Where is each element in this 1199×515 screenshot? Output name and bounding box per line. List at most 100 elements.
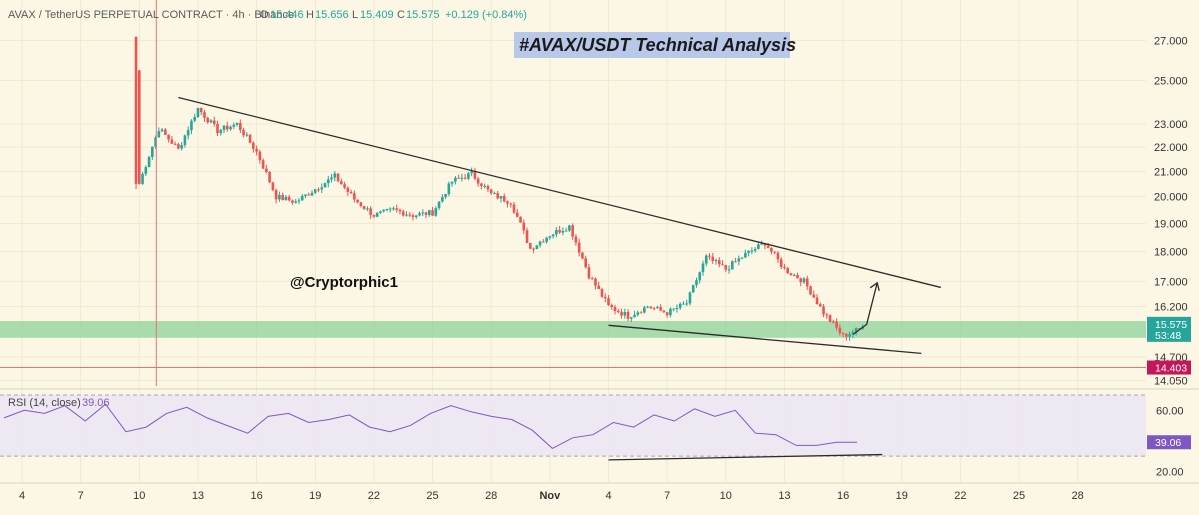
candle-body	[815, 297, 819, 305]
candle-body	[356, 199, 359, 203]
header-high-label: H	[306, 9, 314, 21]
candle-body	[476, 178, 480, 184]
candle-body	[577, 242, 581, 253]
candle-body	[441, 197, 444, 202]
candle-body	[330, 177, 333, 180]
candle-body	[457, 177, 460, 179]
candle-body	[809, 286, 812, 295]
candle-body	[473, 171, 477, 179]
candle-body	[460, 177, 464, 179]
candle-body	[147, 156, 151, 168]
header-change: +0.129 (+0.84%)	[445, 9, 527, 21]
candle-body	[291, 200, 294, 203]
candle-body	[398, 209, 402, 212]
chart-title: #AVAX/USDT Technical Analysis	[519, 35, 796, 55]
candle-body	[349, 191, 353, 194]
candle-body	[242, 129, 245, 136]
candle-body	[463, 177, 467, 179]
candle-body	[408, 214, 412, 216]
candle-body	[851, 332, 855, 335]
time-tick-label: 10	[133, 490, 145, 502]
candle-body	[701, 263, 705, 273]
candle-body	[326, 179, 330, 184]
candle-body	[434, 208, 438, 216]
candle-body	[643, 307, 646, 313]
candle-body	[633, 314, 636, 318]
candle-body	[206, 117, 210, 123]
rsi-line	[3, 403, 858, 450]
candle-body	[714, 260, 718, 262]
price-tick-label: 23.000	[1154, 119, 1188, 131]
time-tick-label: 7	[664, 490, 670, 502]
candle-body	[239, 122, 242, 130]
header-open-value: 15.446	[270, 9, 304, 21]
candle-body	[271, 182, 275, 190]
candle-body	[196, 108, 200, 118]
candle-body	[284, 196, 288, 201]
candle-body	[630, 317, 633, 319]
candle-body	[750, 250, 754, 252]
candle-body	[545, 237, 548, 242]
candle-body	[281, 194, 284, 201]
candle-body	[454, 177, 457, 182]
trendline-upper	[178, 96, 942, 289]
candle-body	[186, 130, 190, 136]
candle-body	[323, 183, 327, 188]
support-zone	[0, 321, 1146, 338]
candle-body	[170, 139, 174, 144]
axes: 27.000 25.000 23.000 22.000 21.000 20.000 19.0…	[0, 36, 1199, 502]
rsi-band	[0, 395, 1146, 457]
price-tick-label: 20.000	[1154, 192, 1188, 204]
candle-body	[639, 312, 643, 314]
candle-body	[805, 278, 809, 287]
candle-body	[838, 327, 842, 333]
candle-body	[515, 212, 519, 217]
candle-body	[225, 125, 229, 130]
candlestick-series[interactable]	[134, 36, 864, 341]
candle-body	[763, 243, 767, 246]
candle-body	[656, 307, 659, 309]
candle-body	[620, 312, 623, 316]
rsi-value-label: 39.06	[82, 397, 110, 409]
header-low-value: 15.409	[360, 9, 394, 21]
candle-body	[193, 117, 196, 121]
candle-body	[232, 124, 236, 127]
candle-body	[424, 212, 428, 215]
candle-body	[252, 142, 255, 149]
candle-body	[789, 273, 793, 276]
candle-body	[662, 310, 666, 313]
candle-body	[561, 230, 565, 233]
price-tick-label: 25.000	[1154, 76, 1188, 88]
candle-body	[173, 143, 177, 145]
candle-body	[447, 183, 451, 195]
candle-body	[300, 195, 304, 201]
candle-body	[444, 194, 447, 198]
time-tick-label: Nov	[539, 490, 561, 502]
candle-body	[199, 108, 203, 113]
price-tick-label: 19.000	[1154, 218, 1188, 230]
candle-body	[489, 189, 493, 194]
candle-body	[711, 256, 715, 261]
candle-body	[144, 167, 148, 174]
candle-body	[616, 311, 620, 313]
candle-body	[164, 129, 167, 135]
title-background	[514, 32, 790, 58]
drawing-layer	[0, 0, 1146, 386]
watermark-handle: @Cryptorphic1	[290, 274, 398, 291]
candle-body	[744, 252, 747, 258]
rsi-badge-label: 39.06	[1155, 437, 1181, 449]
candle-body	[496, 193, 500, 199]
candle-body	[548, 236, 552, 238]
header-low-label: L	[352, 9, 358, 21]
time-tick-label: 4	[605, 490, 611, 502]
candle-body	[597, 285, 601, 290]
candle-body	[336, 173, 340, 182]
candle-body	[382, 209, 385, 212]
candle-body	[138, 70, 141, 184]
candle-body	[268, 172, 271, 183]
candle-body	[858, 328, 861, 330]
candle-body	[812, 294, 816, 298]
rsi-pane[interactable]: RSI (14, close) 39.06	[0, 394, 1146, 461]
candle-body	[854, 328, 858, 333]
